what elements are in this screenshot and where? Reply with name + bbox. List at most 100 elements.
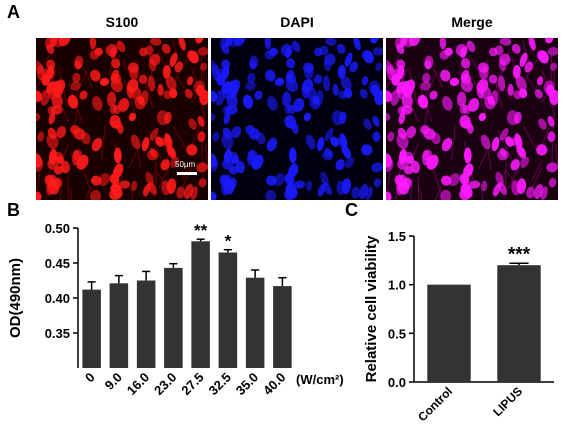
fiber (158, 156, 174, 189)
cell-nucleus (397, 179, 410, 195)
cell-nucleus (140, 90, 149, 106)
bar (164, 267, 183, 368)
cell-nucleus (170, 156, 180, 168)
cell-nucleus (196, 162, 208, 173)
cell-nucleus (211, 64, 220, 81)
cell-nucleus (462, 163, 474, 179)
cell-nucleus (547, 47, 558, 56)
bar (497, 265, 541, 382)
fiber (417, 176, 420, 200)
cell-nucleus (303, 112, 312, 122)
cell-nucleus (320, 171, 329, 186)
cell-nucleus (36, 90, 43, 102)
fiber (204, 143, 208, 173)
bar (427, 284, 471, 382)
cell-nucleus (165, 75, 177, 91)
cell-nucleus (72, 149, 83, 161)
cell-nucleus (520, 156, 530, 168)
cell-nucleus (149, 127, 159, 141)
cell-nucleus (198, 178, 207, 188)
cell-nucleus (455, 44, 468, 57)
cell-nucleus (247, 149, 258, 161)
cell-nucleus (401, 94, 413, 109)
cell-nucleus (98, 173, 110, 187)
cell-nucleus (331, 110, 344, 126)
significance-label: *** (508, 244, 531, 265)
fiber (523, 126, 536, 148)
fiber (60, 178, 63, 200)
cell-nucleus (67, 94, 79, 109)
cell-nucleus (164, 133, 173, 149)
cell-nucleus (139, 47, 148, 57)
cell-nucleus (365, 186, 373, 200)
cell-nucleus (363, 50, 374, 64)
cell-nucleus (398, 112, 406, 125)
bar (245, 277, 265, 368)
x-tick-label: LIPUS (490, 384, 525, 419)
cell-nucleus (511, 43, 521, 54)
cell-nucleus (317, 183, 326, 197)
cell-nucleus (47, 158, 59, 170)
cell-nucleus (51, 94, 63, 109)
merge-title: Merge (451, 14, 493, 30)
cell-nucleus (546, 162, 558, 173)
cell-nucleus (406, 126, 417, 139)
cell-nucleus (130, 180, 138, 192)
cell-nucleus (405, 155, 415, 164)
fiber (84, 186, 92, 200)
cell-nucleus (211, 191, 217, 200)
cell-nucleus (330, 136, 339, 147)
cell-nucleus (386, 64, 395, 81)
cell-nucleus (386, 191, 392, 200)
cell-nucleus (89, 38, 97, 50)
cell-nucleus (448, 173, 460, 187)
cell-nucleus (280, 44, 293, 57)
cell-nucleus (490, 90, 499, 106)
x-tick-label: 32.5 (205, 370, 234, 399)
cell-nucleus (130, 134, 141, 150)
y-axis-label: Relative cell viability (363, 235, 380, 382)
cell-nucleus (536, 76, 544, 86)
cell-nucleus (524, 61, 534, 73)
cell-nucleus (50, 38, 58, 48)
cell-nucleus (293, 180, 306, 189)
cell-nucleus (460, 183, 470, 193)
cell-nucleus (211, 90, 218, 102)
cell-nucleus (285, 183, 295, 193)
cell-nucleus (441, 137, 453, 152)
cell-nucleus (230, 79, 241, 93)
cell-nucleus (323, 75, 331, 92)
y-tick-label: 0.40 (45, 291, 70, 306)
x-tick-label: 9.0 (102, 370, 125, 393)
cell-nucleus (372, 47, 383, 56)
cell-nucleus (315, 90, 324, 106)
cell-nucleus (424, 55, 434, 69)
cell-nucleus (491, 137, 500, 152)
y-tick-label: 0.50 (45, 221, 70, 236)
cell-nucleus (540, 186, 548, 200)
cell-nucleus (512, 65, 521, 79)
cell-nucleus (149, 53, 161, 66)
panel-a-letter: A (7, 2, 20, 22)
cell-nucleus (359, 89, 368, 99)
x-tick-label: 0 (82, 370, 98, 386)
cell-nucleus (536, 144, 548, 156)
fiber (420, 189, 422, 200)
cell-nucleus (118, 180, 131, 189)
fiber (130, 189, 134, 200)
dapi-title: DAPI (280, 14, 314, 30)
cell-nucleus (489, 47, 498, 57)
cell-nucleus (141, 137, 150, 152)
y-tick-label: 0.5 (388, 326, 406, 341)
cell-nucleus (386, 90, 393, 102)
cell-nucleus (110, 69, 119, 81)
fiber (531, 159, 543, 182)
fiber (432, 168, 443, 198)
cell-nucleus (176, 186, 185, 199)
cell-nucleus (44, 68, 53, 80)
cell-nucleus (161, 180, 171, 196)
fiber (181, 159, 193, 182)
cell-nucleus (324, 127, 334, 141)
cell-nucleus (394, 68, 403, 80)
cell-nucleus (147, 149, 159, 161)
